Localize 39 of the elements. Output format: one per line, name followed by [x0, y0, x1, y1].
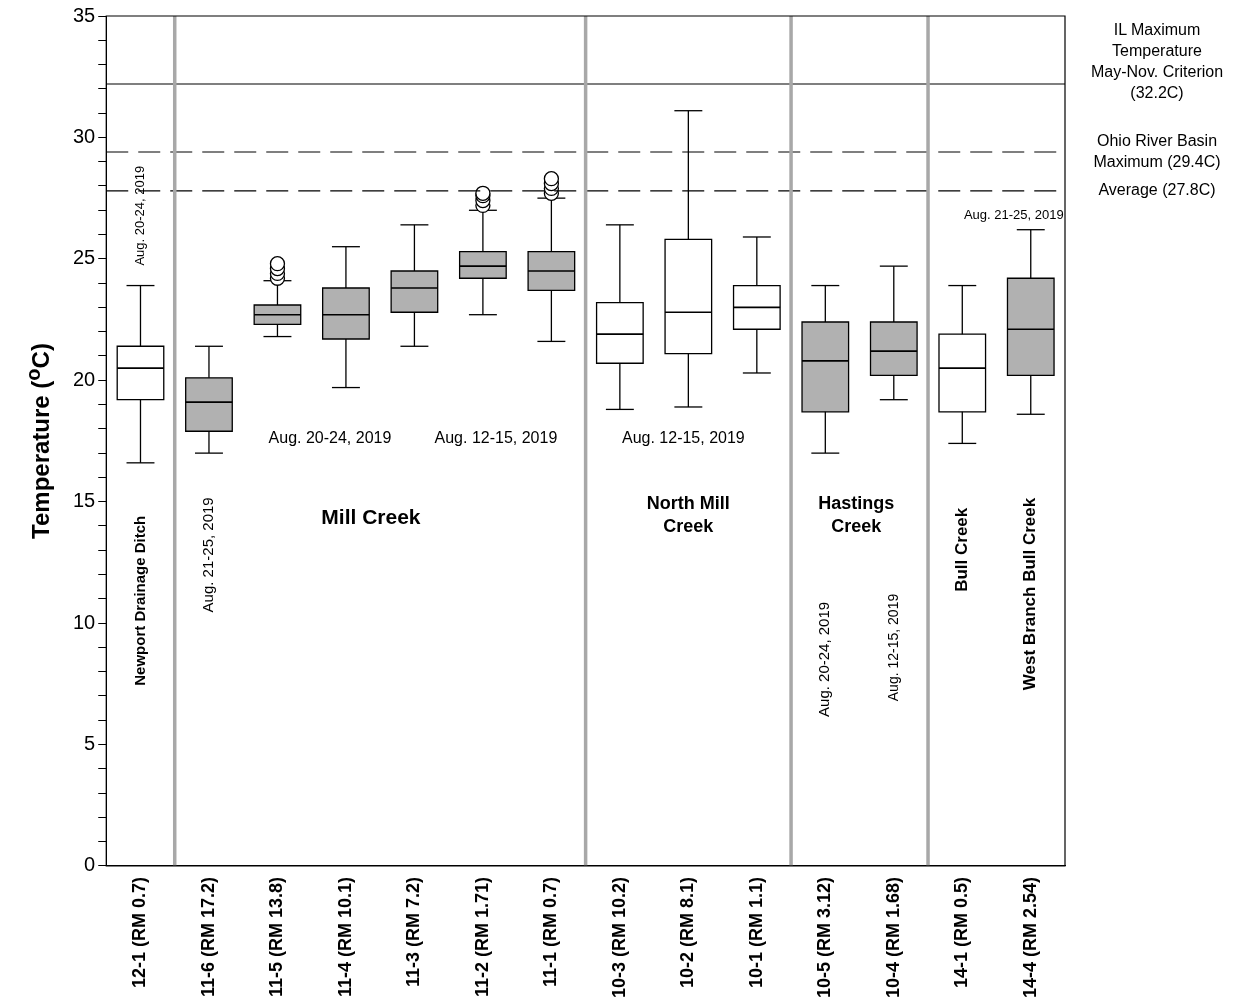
x-tick-label: 10-5 (RM 3.12): [814, 876, 835, 998]
x-tick-label: 11-3 (RM 7.2): [403, 876, 424, 987]
x-tick-label: 11-5 (RM 13.8): [266, 876, 287, 998]
annotation: Hastings Creek: [818, 493, 895, 536]
x-tick-label: 14-1 (RM 0.5): [951, 876, 972, 988]
x-tick-label: 10-2 (RM 8.1): [677, 876, 698, 988]
x-tick-label: 10-1 (RM 1.1): [745, 876, 766, 988]
x-tick-label: 11-1 (RM 0.7): [540, 876, 561, 987]
annotation: Aug. 20-24, 2019: [132, 165, 148, 266]
y-tick-label: 20: [73, 367, 96, 390]
annotation: Aug. 12-15, 2019: [621, 428, 745, 446]
y-tick-label: 35: [73, 3, 96, 26]
annotation: Newport Drainage Ditch: [130, 515, 148, 686]
ref-line-label: IL Maximum Temperature May-Nov. Criterion (32.2C): [1090, 20, 1224, 101]
x-tick-label: 10-4 (RM 1.68): [882, 876, 903, 998]
x-tick-label: 14-4 (RM 2.54): [1019, 876, 1040, 998]
y-tick-label: 5: [84, 732, 96, 755]
annotation: Bull Creek: [951, 507, 971, 592]
x-tick-label: 11-4 (RM 10.1): [334, 876, 355, 998]
y-tick-label: 25: [73, 246, 96, 269]
y-tick-label: 15: [73, 489, 96, 512]
annotation: Aug. 20-24, 2019: [815, 601, 833, 717]
y-tick-label: 0: [84, 853, 96, 876]
ref-line-label: Ohio River Basin Maximum (29.4C): [1093, 131, 1221, 170]
annotation: North Mill Creek: [646, 493, 730, 536]
annotation: Aug. 21-25, 2019: [963, 207, 1064, 223]
annotation: Mill Creek: [321, 505, 421, 529]
annotation: Aug. 12-15, 2019: [884, 593, 901, 702]
x-tick-label: 11-6 (RM 17.2): [197, 876, 218, 998]
annotation: Aug. 21-25, 2019: [199, 497, 217, 613]
x-tick-label: 11-2 (RM 1.71): [471, 876, 492, 998]
annotation: West Branch Bull Creek: [1020, 497, 1040, 691]
ref-line-label: Average (27.8C): [1098, 181, 1216, 199]
annotation: Aug. 12-15, 2019: [434, 428, 558, 446]
x-tick-label: 12-1 (RM 0.7): [129, 876, 150, 988]
annotation: Aug. 20-24, 2019: [268, 428, 392, 446]
x-tick-label: 10-3 (RM 10.2): [608, 876, 629, 998]
y-tick-label: 10: [73, 610, 96, 633]
y-tick-label: 30: [73, 124, 96, 147]
